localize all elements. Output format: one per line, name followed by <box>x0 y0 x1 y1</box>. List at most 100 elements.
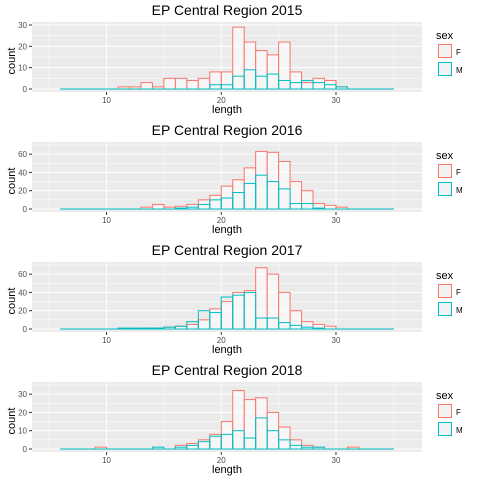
histogram-2017: 10 20 30 0 20 40 60 <box>18 262 422 345</box>
legend-label: F <box>456 48 461 57</box>
bar-f <box>220 301 234 330</box>
legend-title: sex <box>436 390 454 402</box>
x-tick-label: 20 <box>217 216 226 225</box>
y-tick-label: 60 <box>18 150 27 159</box>
legend-item-f: F <box>436 284 480 302</box>
bar-f <box>278 41 291 90</box>
legend-item-m: M <box>436 422 480 440</box>
bar-f <box>186 79 199 90</box>
x-axis-label: length <box>212 224 242 236</box>
bar-f <box>243 167 257 210</box>
y-tick-label: 30 <box>18 390 27 399</box>
legend-label: M <box>456 426 463 435</box>
legend-label: F <box>456 408 461 417</box>
bar-m <box>278 188 291 210</box>
bar-f <box>232 179 245 210</box>
bar-f <box>266 151 280 210</box>
legend-key-f <box>438 284 452 298</box>
chart-title: EP Central Region 2016 <box>151 122 303 138</box>
bar-m <box>129 327 142 330</box>
x-tick-label: 20 <box>217 456 226 465</box>
chart-title: EP Central Region 2015 <box>151 2 303 18</box>
y-axis-label: count <box>6 47 18 75</box>
bar-f <box>289 71 303 90</box>
facet-2016: EP Central Region 2016 10 20 30 0 20 40 60 cou… <box>0 120 480 240</box>
bar-f <box>174 77 188 90</box>
y-axis-label: count <box>6 167 18 195</box>
bar-f <box>301 321 314 330</box>
facet-2018: EP Central Region 2018 10 20 30 0 10 20 30 cou… <box>0 360 480 480</box>
histogram-2018: 10 20 30 0 10 20 30 <box>18 382 422 465</box>
bar-f <box>232 389 245 450</box>
legend-key-m <box>438 62 452 76</box>
bar-m <box>151 327 165 330</box>
legend-label: F <box>456 288 461 297</box>
y-tick-label: 0 <box>23 85 28 94</box>
bar-f <box>209 194 222 210</box>
y-tick-label: 60 <box>18 270 27 279</box>
legend: sex F M <box>436 150 480 200</box>
y-tick-label: 20 <box>18 307 27 316</box>
x-tick-label: 10 <box>102 336 111 345</box>
y-tick-label: 40 <box>18 288 27 297</box>
bar-f <box>278 426 291 450</box>
x-tick-label: 10 <box>102 216 111 225</box>
legend-key-f <box>438 164 452 178</box>
bar-f <box>232 291 245 330</box>
legend-item-f: F <box>436 44 480 62</box>
x-tick-label: 10 <box>102 96 111 105</box>
y-tick-label: 10 <box>18 64 27 73</box>
bar-f <box>278 291 291 330</box>
chart-title: EP Central Region 2017 <box>151 242 303 258</box>
legend-item-f: F <box>436 404 480 422</box>
legend: sex F M <box>436 30 480 80</box>
y-tick-label: 20 <box>18 42 27 51</box>
chart-title: EP Central Region 2018 <box>151 362 303 378</box>
legend-key-f <box>438 44 452 58</box>
bar-f <box>243 41 257 90</box>
legend-key-f <box>438 404 452 418</box>
bar-f <box>186 323 199 330</box>
legend-item-m: M <box>436 302 480 320</box>
bar-m <box>117 327 130 330</box>
bar-f <box>197 77 211 90</box>
x-axis-label: length <box>212 104 242 116</box>
bar-f <box>266 54 280 90</box>
bar-f <box>220 421 234 450</box>
legend-title: sex <box>436 30 454 42</box>
y-tick-label: 20 <box>18 187 27 196</box>
bar-f <box>255 150 268 210</box>
x-tick-label: 20 <box>217 96 226 105</box>
bar-f <box>289 439 303 450</box>
y-tick-label: 20 <box>18 408 27 417</box>
bar-f <box>186 443 199 450</box>
bar-f <box>232 26 245 90</box>
bar-m <box>335 86 348 90</box>
bar-f <box>301 190 314 210</box>
bar-f <box>197 319 211 330</box>
legend-key-m <box>438 302 452 316</box>
y-tick-label: 0 <box>23 205 28 214</box>
legend-key-m <box>438 422 452 436</box>
bar-f <box>243 399 257 450</box>
bar-f <box>255 267 268 330</box>
x-tick-label: 30 <box>332 216 341 225</box>
bar-f <box>266 273 280 330</box>
legend-label: M <box>456 66 463 75</box>
bar-m <box>312 446 326 450</box>
bar-f <box>209 308 222 330</box>
bar-f <box>255 397 268 450</box>
legend-label: M <box>456 306 463 315</box>
legend-item-m: M <box>436 62 480 80</box>
bar-f <box>278 160 291 210</box>
x-tick-label: 30 <box>332 96 341 105</box>
facet-2015: EP Central Region 2015 10 20 30 0 10 20 30 cou… <box>0 0 480 120</box>
legend-title: sex <box>436 270 454 282</box>
legend-label: F <box>456 168 461 177</box>
y-tick-label: 10 <box>18 427 27 436</box>
bar-f <box>289 310 303 330</box>
legend-label: M <box>456 186 463 195</box>
legend: sex F M <box>436 390 480 440</box>
histogram-2016: 10 20 30 0 20 40 60 <box>18 142 422 225</box>
bar-f <box>255 50 268 90</box>
